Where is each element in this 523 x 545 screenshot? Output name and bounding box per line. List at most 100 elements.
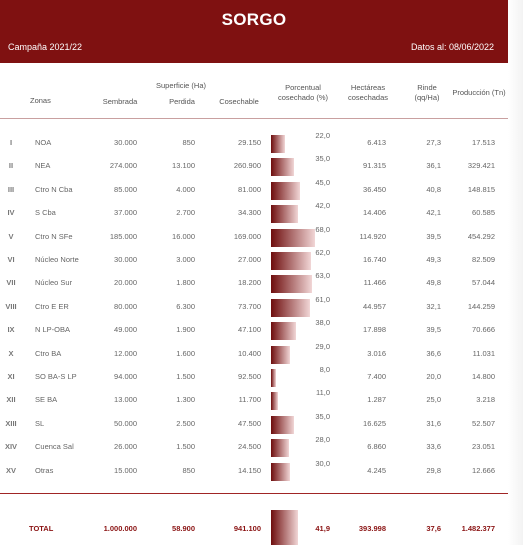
pct-cosechado-bar [271,322,296,341]
produccion-value: 11.031 [472,348,495,358]
hectareas-cosechadas-value: 14.406 [363,208,386,218]
table-row: VIII Ctro E ER 80.000 6.300 73.700 61,0 44.957… [0,295,508,318]
sembrada-value: 13.000 [114,395,137,405]
pct-cosechado-value: 30,0 [315,458,330,468]
pct-cosechado-value: 28,0 [315,435,330,445]
rinde-value: 36,1 [426,161,441,171]
cosechable-value: 14.150 [238,465,261,475]
total-label: TOTAL [29,524,54,533]
pct-cosechado-bar [271,181,301,200]
hectareas-cosechadas-value: 16.625 [363,418,386,428]
produccion-value: 144.259 [467,301,495,311]
sembrada-value: 15.000 [114,465,137,475]
col-header-hectareas-line1: Hectáreas [350,83,386,92]
produccion-value: 23.051 [472,442,495,452]
col-header-sembrada: Sembrada [102,97,138,106]
cosechable-value: 260.900 [233,161,261,171]
zone-roman-numeral: XII [6,395,16,405]
zone-name: Ctro E ER [35,301,69,311]
perdida-value: 13.100 [172,161,195,171]
sembrada-value: 49.000 [114,325,137,335]
perdida-value: 3.000 [176,255,195,264]
campaign-label: Campaña 2021/22 [8,42,83,52]
produccion-value: 82.509 [472,255,495,264]
cosechable-value: 24.500 [238,442,261,452]
total-rinde: 37,6 [426,524,441,533]
col-header-porcentual-line2: cosechado (%) [277,93,329,102]
zone-name: Cuenca Sal [35,442,74,452]
produccion-value: 148.815 [467,184,495,194]
produccion-value: 12.666 [472,465,495,475]
zone-name: SL [35,418,45,428]
col-header-rinde-line1: Rinde [417,83,437,92]
sembrada-value: 94.000 [114,372,137,381]
sembrada-value: 12.000 [114,348,137,358]
sembrada-value: 26.000 [114,442,137,452]
perdida-value: 16.000 [172,231,195,241]
cosechable-value: 34.300 [238,208,261,218]
total-sembrada: 1.000.000 [103,524,137,533]
cosechable-value: 18.200 [238,278,261,288]
col-header-superficie: Superficie (Ha) [155,81,207,90]
col-header-zonas: Zonas [30,96,51,105]
cosechable-value: 47.500 [238,418,261,428]
pct-cosechado-bar [271,415,294,434]
zone-roman-numeral: XIII [5,418,17,428]
cosechable-value: 47.100 [238,325,261,335]
hectareas-cosechadas-value: 7.400 [367,372,386,381]
total-hectareas: 393.998 [358,524,386,533]
col-header-produccion: Producción (Tn) [452,88,506,97]
col-header-porcentual-line1: Porcentual [285,83,321,92]
rinde-value: 33,6 [426,442,441,452]
cosechable-value: 73.700 [238,301,261,311]
hectareas-cosechadas-value: 114.920 [359,231,386,241]
zone-name: Ctro N Cba [35,184,73,194]
col-header-rinde-line2: (qq/Ha) [414,93,440,102]
sembrada-value: 80.000 [114,301,137,311]
table-row: IX N LP-OBA 49.000 1.900 47.100 38,0 17.898 39,… [0,318,508,341]
pct-cosechado-bar [271,462,291,481]
pct-cosechado-value: 45,0 [315,177,330,187]
zone-roman-numeral: XI [7,372,15,381]
table-row: XI SO BA-S LP 94.000 1.500 92.500 8,0 7.400 20,… [0,365,508,388]
produccion-value: 60.585 [472,208,495,218]
pct-cosechado-bar [271,298,311,317]
zone-name: Núcleo Sur [35,278,73,288]
zone-roman-numeral: VIII [5,301,17,311]
total-pct: 41,9 [315,524,330,533]
right-edge-shade [508,0,523,545]
col-header-rinde: Rinde (qq/Ha) [405,83,449,103]
hectareas-cosechadas-value: 44.957 [363,301,386,311]
zone-roman-numeral: XIV [4,442,18,452]
pct-cosechado-bar [271,345,290,364]
perdida-value: 1.800 [176,278,195,288]
hectareas-cosechadas-value: 4.245 [367,465,386,475]
zone-roman-numeral: VII [6,278,16,288]
table-row: V Ctro N SFe 185.000 16.000 169.000 68,0 114.9… [0,225,508,248]
produccion-value: 52.507 [472,418,495,428]
rinde-value: 27,3 [426,138,441,147]
pct-cosechado-value: 29,0 [315,341,330,351]
rinde-value: 20,0 [426,372,441,381]
pct-cosechado-value: 62,0 [315,248,330,257]
table-row: I NOA 30.000 850 29.150 22,0 6.413 27,3 17.513 [0,131,508,154]
zone-name: SE BA [35,395,58,405]
total-divider [0,493,508,494]
hectareas-cosechadas-value: 17.898 [363,325,386,335]
hectareas-cosechadas-value: 11.466 [363,278,386,288]
col-header-hectareas: Hectáreas cosechadas [340,83,396,103]
perdida-value: 1.500 [176,442,195,452]
pct-cosechado-bar [271,275,312,294]
cosechable-value: 92.500 [238,372,261,381]
cosechable-value: 169.000 [233,231,261,241]
table-row: IV S Cba 37.000 2.700 34.300 42,0 14.406 42,1 60… [0,201,508,224]
table-row: II NEA 274.000 13.100 260.900 35,0 91.315 36,1 3… [0,154,508,177]
header-banner: SORGO Campaña 2021/22 Datos al: 08/06/20… [0,0,508,63]
zone-name: Otras [35,465,54,475]
zone-roman-numeral: IV [7,208,15,218]
perdida-value: 2.700 [176,208,195,218]
zone-roman-numeral: II [8,161,14,171]
pct-cosechado-bar [271,369,277,387]
total-cosechable: 941.100 [233,524,261,533]
sembrada-value: 20.000 [114,278,137,288]
